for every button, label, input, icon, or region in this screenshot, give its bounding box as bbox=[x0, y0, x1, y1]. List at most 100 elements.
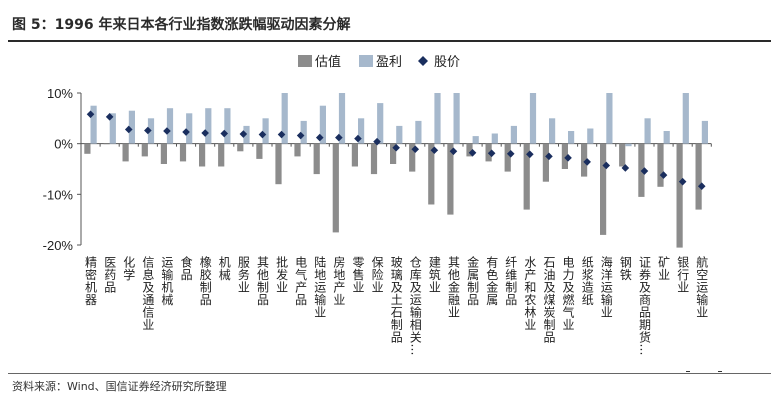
legend-label: 估值 bbox=[315, 54, 341, 70]
valuation-bar bbox=[141, 143, 148, 157]
earnings-bar bbox=[166, 108, 174, 144]
valuation-bar bbox=[390, 143, 397, 164]
price-marker bbox=[506, 150, 515, 158]
price-marker bbox=[296, 131, 305, 140]
valuation-bar bbox=[504, 143, 511, 172]
valuation-bar bbox=[428, 143, 435, 205]
price-marker bbox=[163, 127, 171, 135]
valuation-bar bbox=[447, 143, 454, 215]
valuation-bar bbox=[179, 143, 187, 162]
valuation-bar bbox=[199, 143, 206, 167]
earnings-bar bbox=[434, 93, 441, 144]
earnings-bar bbox=[128, 110, 135, 144]
price-marker bbox=[621, 164, 630, 172]
x-tick-label: 钢铁 bbox=[618, 256, 632, 281]
price-marker bbox=[392, 143, 400, 152]
earnings-bar bbox=[281, 93, 288, 144]
x-tick-label: 批发业 bbox=[275, 255, 289, 294]
earnings-bar bbox=[587, 128, 594, 144]
earnings-bar bbox=[90, 105, 97, 144]
earnings-bar bbox=[243, 125, 250, 144]
x-tick-label: 航空运输业 bbox=[695, 255, 709, 319]
price-marker bbox=[373, 137, 381, 146]
price-marker bbox=[678, 177, 687, 186]
x-tick-label: 石油及煤炭制品 bbox=[542, 256, 556, 344]
valuation-bar bbox=[351, 143, 358, 167]
earnings-bar bbox=[682, 93, 689, 144]
chart-title: 图 5：1996 年来日本各行业指数涨跌幅驱动因素分解 bbox=[12, 17, 351, 33]
x-tick-label: 精密机器 bbox=[84, 256, 98, 307]
price-marker bbox=[239, 130, 248, 138]
source-note: 资料来源：Wind、国信证券经济研究所整理 bbox=[12, 380, 227, 393]
valuation-bar bbox=[466, 143, 473, 157]
x-tick-label: 玻璃及土石制品 bbox=[389, 256, 403, 344]
price-marker bbox=[545, 152, 553, 161]
price-marker bbox=[182, 128, 190, 136]
valuation-bar bbox=[523, 143, 530, 210]
bars bbox=[84, 93, 708, 248]
x-tick-label: 矿业 bbox=[657, 256, 671, 281]
price-marker bbox=[659, 171, 668, 179]
x-tick-label: 其他制品 bbox=[256, 256, 270, 306]
chart-area: 10% 0% -10% -20% 精密机器 医药品 化学 信息及通信业 运输机械 食品 橡胶制品机… bbox=[43, 54, 712, 356]
earnings-bar bbox=[663, 131, 670, 144]
price-marker bbox=[86, 110, 95, 119]
price-marker bbox=[430, 146, 439, 155]
earnings-bar bbox=[644, 118, 651, 144]
x-tick-label: 有色金属 bbox=[485, 256, 499, 307]
price-marker bbox=[124, 125, 133, 134]
price-marker bbox=[315, 133, 324, 142]
x-tick-label: 纤维制品 bbox=[504, 256, 518, 306]
price-marker bbox=[583, 158, 591, 166]
earnings-bar bbox=[186, 113, 193, 144]
valuation-bar bbox=[294, 143, 301, 157]
earnings-bar bbox=[338, 93, 346, 144]
valuation-bar bbox=[676, 143, 683, 248]
valuation-bar bbox=[275, 143, 282, 185]
x-tick-label: 海洋运输业 bbox=[599, 255, 613, 319]
price-marker bbox=[335, 133, 343, 142]
earnings-bar bbox=[568, 131, 575, 144]
title-divider bbox=[8, 40, 771, 42]
footer-divider bbox=[8, 373, 771, 374]
legend: 估值 盈利 股价 bbox=[298, 54, 460, 70]
price-marker bbox=[411, 145, 420, 154]
price-marker bbox=[526, 150, 534, 159]
x-tick-label: 化学 bbox=[122, 256, 136, 281]
legend-label: 盈利 bbox=[376, 55, 402, 70]
earnings-bar bbox=[625, 143, 632, 147]
x-tick-label: 电力及燃气业 bbox=[561, 256, 575, 331]
earnings-bar bbox=[472, 136, 479, 144]
x-tick-label: 保险业 bbox=[370, 256, 384, 294]
earnings-bar bbox=[491, 133, 498, 144]
legend-label: 股价 bbox=[434, 55, 460, 70]
x-axis-labels: 精密机器 医药品 化学 信息及通信业 运输机械 食品 橡胶制品 机械 服务业 其他制品 批发业 电气产… bbox=[84, 255, 709, 356]
earnings-bar bbox=[377, 103, 384, 144]
earnings-bar bbox=[358, 118, 365, 144]
price-marker bbox=[105, 113, 114, 121]
valuation-bar bbox=[370, 143, 378, 175]
x-tick-label: 医药品 bbox=[103, 256, 117, 294]
valuation-bar bbox=[619, 143, 626, 167]
valuation-bar bbox=[313, 143, 320, 175]
valuation-bar bbox=[657, 143, 664, 187]
x-tick-label: 证券及商品期货… bbox=[638, 256, 652, 356]
x-tick-label: 信息及通信业 bbox=[141, 256, 155, 331]
x-tick-label: 运输机械 bbox=[160, 256, 174, 306]
earnings-bar bbox=[529, 93, 537, 144]
x-tick-label: 食品 bbox=[179, 255, 193, 281]
x-tick-label: 零售业 bbox=[351, 256, 365, 294]
valuation-bar bbox=[695, 143, 702, 210]
earnings-bar bbox=[109, 113, 116, 144]
x-tick-label: 纸浆造纸 bbox=[580, 256, 594, 307]
y-tick-label: -20% bbox=[43, 238, 74, 253]
earnings-bar bbox=[319, 105, 326, 144]
valuation-bar bbox=[542, 143, 549, 182]
legend-swatch-earnings bbox=[359, 55, 373, 67]
earnings-bar bbox=[396, 125, 403, 144]
price-markers bbox=[86, 110, 706, 191]
y-axis: 10% 0% -10% -20% bbox=[43, 86, 712, 253]
legend-swatch-price bbox=[418, 56, 428, 66]
price-marker bbox=[602, 161, 611, 170]
x-tick-label: 其他金融业 bbox=[447, 256, 461, 319]
